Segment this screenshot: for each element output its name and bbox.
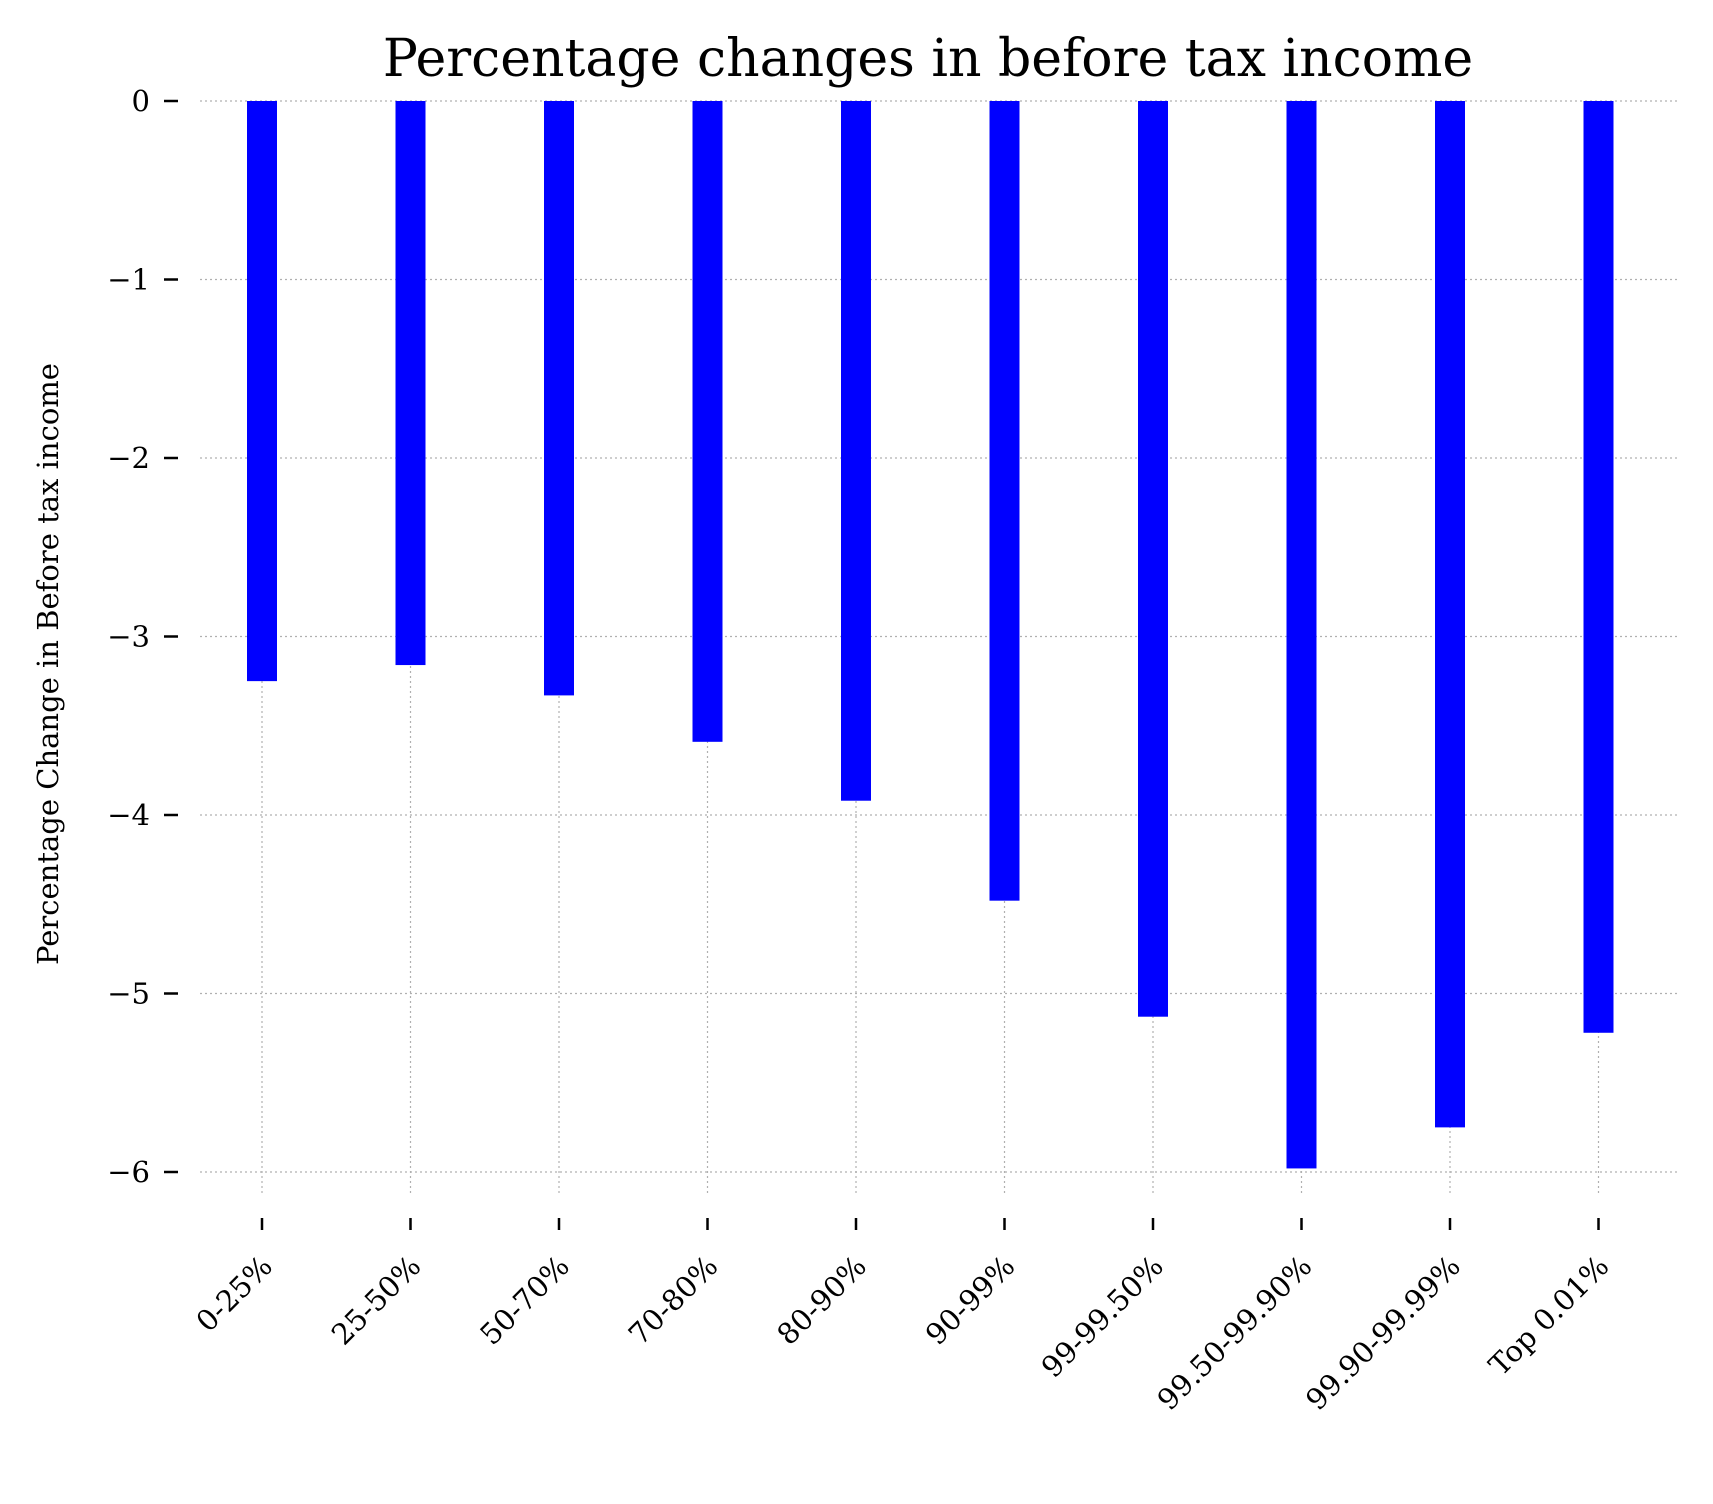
bar [989, 101, 1020, 901]
bar [692, 101, 723, 742]
y-axis-label: Percentage Change in Before tax income [31, 363, 65, 965]
x-tick-label: 25-50% [325, 1249, 428, 1352]
x-tick-label: 99-99.50% [1035, 1249, 1170, 1384]
y-tick-label: −3 [107, 620, 150, 654]
x-tick-label: 90-99% [919, 1249, 1022, 1352]
x-tick-label: 0-25% [189, 1249, 279, 1339]
bar [544, 101, 574, 696]
chart-title: Percentage changes in before tax income [383, 29, 1473, 89]
bar [1583, 101, 1614, 1033]
bar [841, 101, 871, 801]
x-tick-label: 99.50-99.90% [1151, 1249, 1319, 1417]
bar [1435, 101, 1465, 1128]
bar [1286, 101, 1317, 1169]
bars [247, 101, 1614, 1169]
y-tick-label: 0 [132, 84, 150, 118]
y-tick-label: −6 [107, 1155, 150, 1189]
x-tick-label: 50-70% [473, 1249, 576, 1352]
x-tick-label: Top 0.01% [1482, 1249, 1615, 1382]
bar [395, 101, 426, 666]
y-tick-label: −4 [107, 798, 150, 832]
y-tick-label: −1 [107, 263, 150, 297]
x-axis-ticks: 0-25% 25-50% 50-70% 70-80% 80-90% 90-99% 99-99… [189, 1218, 1615, 1417]
y-tick-label: −2 [107, 441, 150, 475]
bar [247, 101, 277, 682]
bar [1138, 101, 1168, 1017]
x-tick-label: 80-90% [770, 1249, 873, 1352]
x-tick-label: 70-80% [622, 1249, 725, 1352]
y-tick-label: −5 [107, 977, 150, 1011]
x-tick-label: 99.90-99.99% [1299, 1249, 1467, 1417]
y-axis-ticks: 0 −1 −2 −3 −4 −5 −6 [107, 84, 178, 1189]
